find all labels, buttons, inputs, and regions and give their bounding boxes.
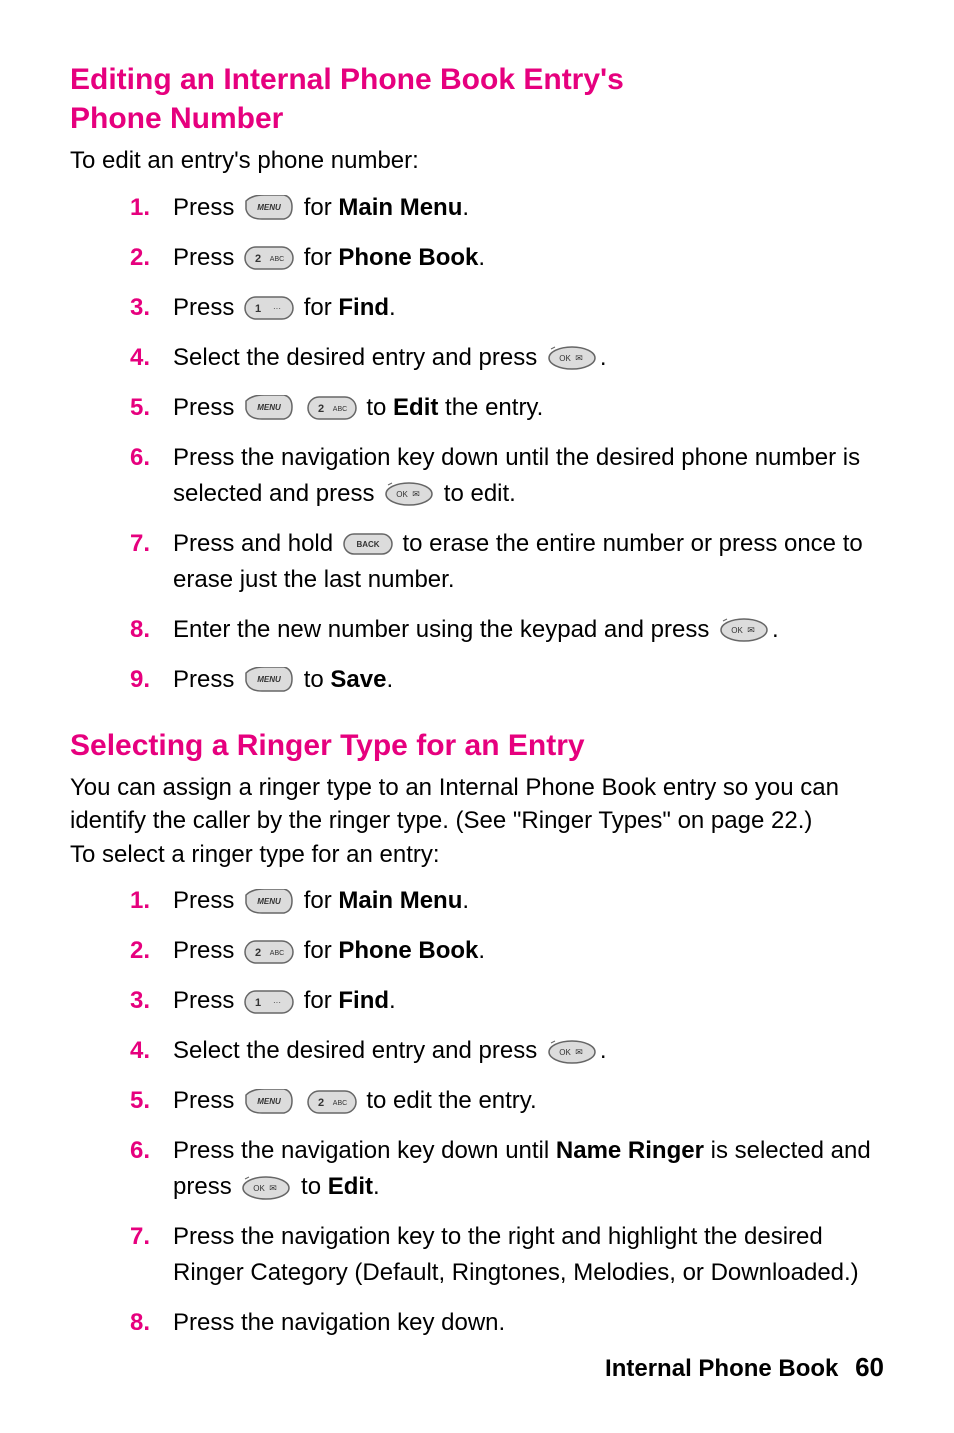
ok-key-icon xyxy=(547,345,597,371)
step-content: Press and hold to erase the entire numbe… xyxy=(173,526,884,598)
step-item: 3. Press for Find. xyxy=(130,290,884,326)
step-content: Press to Edit the entry. xyxy=(173,390,884,426)
step-number: 7. xyxy=(130,1219,165,1255)
ok-key-icon xyxy=(241,1175,291,1201)
step-item: 1. Press for Main Menu. xyxy=(130,883,884,919)
step-content: Press the navigation key down until the … xyxy=(173,440,884,512)
section-2-heading: Selecting a Ringer Type for an Entry xyxy=(70,726,884,765)
step-number: 8. xyxy=(130,1305,165,1341)
step-item: 3. Press for Find. xyxy=(130,983,884,1019)
step-item: 2. Press for Phone Book. xyxy=(130,933,884,969)
menu-key-icon xyxy=(244,395,294,421)
2abc-key-icon xyxy=(307,396,357,420)
step-content: Press the navigation key to the right an… xyxy=(173,1219,884,1291)
step-item: 5. Press to edit the entry. xyxy=(130,1083,884,1119)
heading-line-1: Editing an Internal Phone Book Entry's xyxy=(70,63,624,96)
page-footer: Internal Phone Book 60 xyxy=(605,1352,884,1383)
step-content: Press the navigation key down. xyxy=(173,1305,884,1341)
menu-key-icon xyxy=(244,889,294,915)
step-content: Press for Phone Book. xyxy=(173,240,884,276)
step-content: Press for Main Menu. xyxy=(173,190,884,226)
step-content: Press for Main Menu. xyxy=(173,883,884,919)
section-1-steps: 1. Press for Main Menu. 2. Press for Pho… xyxy=(70,190,884,698)
step-item: 6. Press the navigation key down until t… xyxy=(130,440,884,512)
step-number: 4. xyxy=(130,1033,165,1069)
step-number: 1. xyxy=(130,190,165,226)
step-number: 5. xyxy=(130,1083,165,1119)
step-number: 3. xyxy=(130,290,165,326)
step-content: Press to edit the entry. xyxy=(173,1083,884,1119)
step-number: 6. xyxy=(130,1133,165,1169)
step-number: 8. xyxy=(130,612,165,648)
section-2-steps: 1. Press for Main Menu. 2. Press for Pho… xyxy=(70,883,884,1341)
ok-key-icon xyxy=(547,1039,597,1065)
step-item: 4. Select the desired entry and press . xyxy=(130,1033,884,1069)
step-item: 8. Enter the new number using the keypad… xyxy=(130,612,884,648)
step-item: 1. Press for Main Menu. xyxy=(130,190,884,226)
section-2: Selecting a Ringer Type for an Entry You… xyxy=(70,726,884,1342)
step-item: 7. Press the navigation key to the right… xyxy=(130,1219,884,1291)
menu-key-icon xyxy=(244,667,294,693)
2abc-key-icon xyxy=(244,940,294,964)
step-item: 7. Press and hold to erase the entire nu… xyxy=(130,526,884,598)
step-number: 4. xyxy=(130,340,165,376)
step-content: Press the navigation key down until Name… xyxy=(173,1133,884,1205)
step-number: 6. xyxy=(130,440,165,476)
step-number: 2. xyxy=(130,240,165,276)
step-content: Select the desired entry and press . xyxy=(173,1033,884,1069)
ok-key-icon xyxy=(384,481,434,507)
step-item: 4. Select the desired entry and press . xyxy=(130,340,884,376)
step-content: Press to Save. xyxy=(173,662,884,698)
step-content: Press for Phone Book. xyxy=(173,933,884,969)
step-number: 5. xyxy=(130,390,165,426)
footer-label: Internal Phone Book xyxy=(605,1355,838,1382)
step-item: 6. Press the navigation key down until N… xyxy=(130,1133,884,1205)
step-number: 1. xyxy=(130,883,165,919)
step-content: Select the desired entry and press . xyxy=(173,340,884,376)
2abc-key-icon xyxy=(244,246,294,270)
step-content: Press for Find. xyxy=(173,290,884,326)
menu-key-icon xyxy=(244,1089,294,1115)
section-1-intro: To edit an entry's phone number: xyxy=(70,144,884,178)
step-number: 3. xyxy=(130,983,165,1019)
step-item: 9. Press to Save. xyxy=(130,662,884,698)
step-number: 7. xyxy=(130,526,165,562)
1-key-icon xyxy=(244,990,294,1014)
step-item: 2. Press for Phone Book. xyxy=(130,240,884,276)
step-number: 9. xyxy=(130,662,165,698)
step-content: Press for Find. xyxy=(173,983,884,1019)
footer-page-number: 60 xyxy=(855,1352,884,1382)
step-item: 5. Press to Edit the entry. xyxy=(130,390,884,426)
section-2-intro: You can assign a ringer type to an Inter… xyxy=(70,771,884,872)
back-key-icon xyxy=(343,533,393,555)
2abc-key-icon xyxy=(307,1090,357,1114)
section-1-heading: Editing an Internal Phone Book Entry's P… xyxy=(70,60,884,138)
menu-key-icon xyxy=(244,195,294,221)
1-key-icon xyxy=(244,296,294,320)
heading-line-2: Phone Number xyxy=(70,102,283,135)
step-item: 8. Press the navigation key down. xyxy=(130,1305,884,1341)
step-content: Enter the new number using the keypad an… xyxy=(173,612,884,648)
ok-key-icon xyxy=(719,617,769,643)
step-number: 2. xyxy=(130,933,165,969)
section-1: Editing an Internal Phone Book Entry's P… xyxy=(70,60,884,698)
